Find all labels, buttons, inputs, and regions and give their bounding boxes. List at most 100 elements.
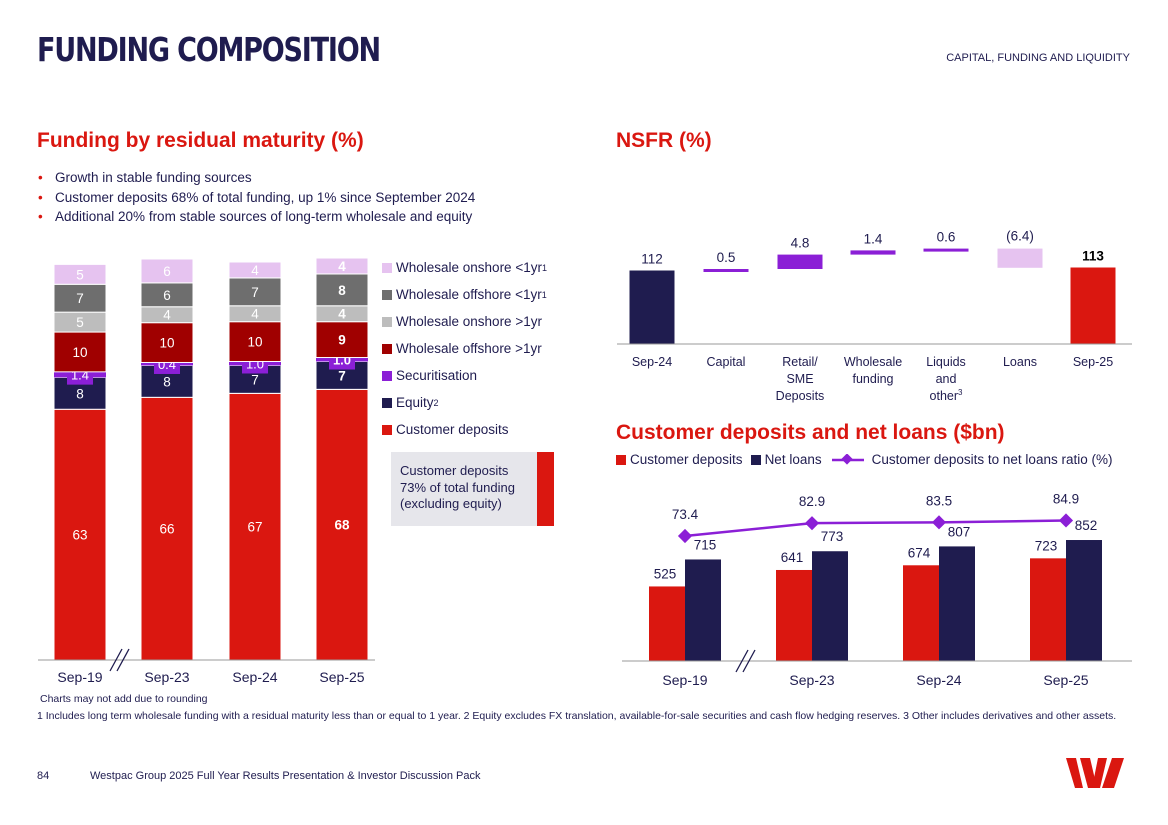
funding-stacked-chart: 6381.410575Sep-196680.410466Sep-236771.0… [38,257,375,685]
legend-item: Equity 2 [382,389,547,416]
x-tick-label: Sep-25 [1073,355,1113,369]
tick-footnote-ref: 3 [958,388,963,397]
x-tick-label: Sep-23 [789,672,834,688]
bar-value-label: 8 [338,283,346,298]
bar-value-label: (6.4) [1006,229,1034,244]
bullet-list: Growth in stable funding sources Custome… [38,168,475,227]
x-tick-label: Loans [1003,355,1037,369]
bar-segment [53,331,107,373]
deposits-bar [776,569,812,661]
bar-value-label: 7 [338,368,346,383]
waterfall-bar [629,270,675,344]
bar-segment [140,258,194,284]
legend-label: Wholesale offshore >1yr [396,341,542,356]
bar-value-label: 5 [76,315,84,330]
deposits-loans-heading: Customer deposits and net loans ($bn) [616,421,1005,444]
deposits-bar [903,565,939,661]
waterfall-bar [923,248,969,252]
x-tick-label: Capital [707,355,746,369]
deposits-value-label: 525 [654,566,677,581]
legend-label: Wholesale offshore <1yr [396,287,542,302]
page-number: 84 [37,770,50,782]
logo-stroke [1066,758,1083,788]
legend-marker [840,453,853,465]
bar-value-label: 4 [251,263,259,278]
bar-value-label: 1.4 [864,231,883,246]
legend-footnote-ref: 2 [433,397,439,408]
bar-value-label: 8 [163,374,171,389]
bar-segment [315,321,369,359]
legend-label: Wholesale onshore <1yr [396,260,542,275]
bar-value-label: 6 [163,288,171,303]
legend-label: Customer deposits [396,422,509,437]
nsfr-waterfall-chart: 112 Sep-24 0.5 Capital 4.8 Retail/SME Deposits… [617,229,1132,403]
legend-label: Securitisation [396,368,478,383]
bar-value-label: 66 [159,522,174,537]
axis-break-mark [109,648,123,672]
bar-segment [140,396,194,661]
ratio-value-label: 73.4 [672,507,699,522]
axis-break-mark [735,649,749,673]
bar-value-label: 113 [1082,249,1104,264]
bar-value-label: 7 [251,372,259,387]
bar-value-label: 10 [72,345,87,360]
bar-segment [228,321,282,362]
x-tick-label: funding [852,372,893,386]
funding-heading: Funding by residual maturity (%) [37,129,364,152]
waterfall-bar [703,269,749,272]
ratio-line [684,519,1067,538]
x-tick-label: Wholesale [844,355,902,369]
bar-segment [228,261,282,279]
bar-value-label: 68 [334,518,350,533]
bar-segment [228,277,282,307]
bullet-item: Customer deposits 68% of total funding, … [38,188,475,208]
legend-swatch [382,397,392,408]
bar-value-label: 0.6 [937,230,956,245]
bar-value-label: 9 [338,333,346,348]
funding-legend: Wholesale onshore <1yr 1 Wholesale offshor… [382,254,547,443]
legend-swatch [616,454,626,465]
waterfall-bar [850,250,896,255]
deposits-bar [1030,558,1066,661]
legend-label: Net loans [764,452,822,467]
net-loans-bar [685,559,721,661]
legend-item: Securitisation [382,362,547,389]
waterfall-bar [777,254,823,269]
net-loans-value-label: 852 [1075,518,1098,533]
deposits-bar [649,586,685,661]
bar-value-label: 8 [76,386,84,401]
rounding-note: Charts may not add due to rounding [40,693,208,705]
bar-value-label: 67 [247,520,262,535]
x-tick-label: Sep-23 [144,669,189,685]
section-label: CAPITAL, FUNDING AND LIQUIDITY [946,52,1130,64]
legend-item: Wholesale onshore <1yr 1 [382,254,547,281]
deposits-value-label: 641 [781,550,804,565]
footer-text: Westpac Group 2025 Full Year Results Pre… [90,770,481,782]
net-loans-bar [1066,540,1102,661]
bar-value-label: 4.8 [791,236,810,251]
x-tick-label: Sep-24 [916,672,961,688]
ratio-marker [931,515,947,530]
x-tick-label: Retail/ [782,355,818,369]
ratio-marker [677,528,693,544]
legend-item: Customer deposits [616,452,743,467]
net-loans-value-label: 807 [948,524,971,539]
logo-stroke [1092,758,1107,788]
bar-value-label: 63 [72,528,87,543]
ratio-value-label: 84.9 [1053,491,1079,506]
axis-break-mark [742,649,756,673]
legend-swatch [382,424,392,435]
nsfr-heading: NSFR (%) [616,129,712,152]
legend-swatch [382,316,392,327]
net-loans-bar [939,546,975,661]
legend-item: Customer deposits [382,416,547,443]
x-tick-label: other3 [930,388,964,403]
bar-segment [53,263,107,285]
net-loans-value-label: 715 [694,537,717,552]
x-tick-label: Deposits [776,389,825,403]
bar-value-label: 5 [76,267,84,282]
x-tick-label: Sep-25 [1043,672,1088,688]
bar-value-label: 4 [163,308,171,323]
bar-value-label: 10 [247,335,262,350]
ratio-marker [804,516,820,531]
